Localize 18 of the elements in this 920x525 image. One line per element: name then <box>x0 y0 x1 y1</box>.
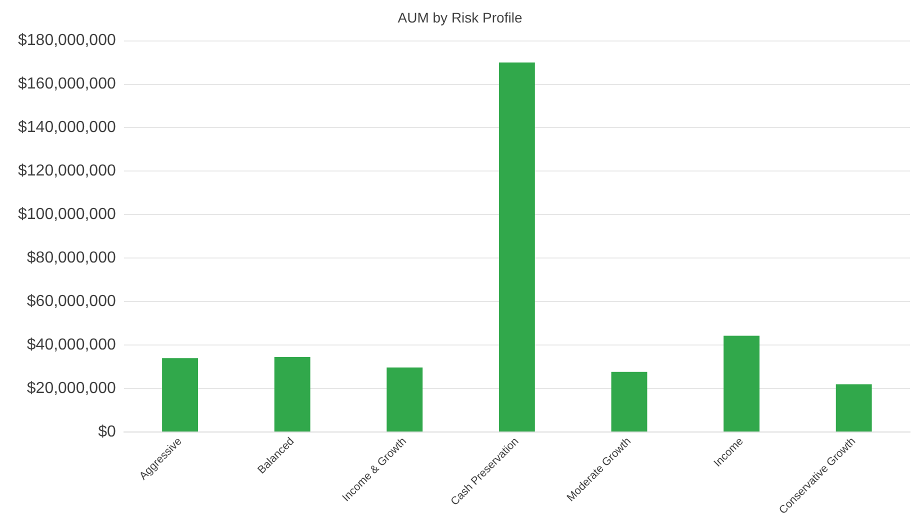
y-tick-label: $0 <box>98 423 116 440</box>
bar <box>274 357 310 432</box>
bar <box>162 358 198 432</box>
bar <box>611 372 648 432</box>
y-tick-label: $160,000,000 <box>18 76 116 93</box>
bar <box>836 384 872 432</box>
bar <box>498 62 535 432</box>
bar <box>386 367 423 432</box>
y-tick-label: $20,000,000 <box>26 380 116 397</box>
y-tick-label: $120,000,000 <box>18 162 116 180</box>
y-tick-label: $80,000,000 <box>26 250 116 267</box>
bar <box>724 336 760 432</box>
chart-title: AUM by Risk Profile <box>398 9 522 26</box>
y-tick-label: $60,000,000 <box>26 293 116 310</box>
y-tick-label: $180,000,000 <box>18 32 116 50</box>
y-tick-label: $100,000,000 <box>18 206 116 224</box>
y-tick-label: $40,000,000 <box>26 336 116 354</box>
y-tick-label: $140,000,000 <box>18 119 116 136</box>
